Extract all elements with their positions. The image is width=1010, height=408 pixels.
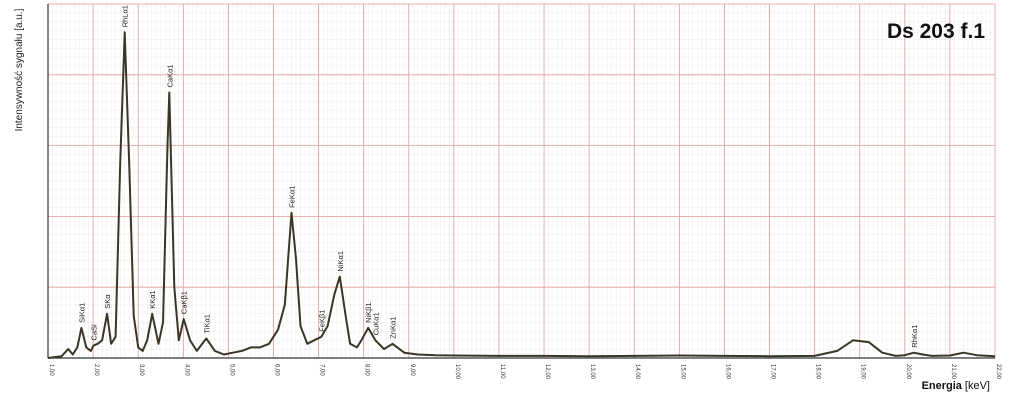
peak-label: CuKα1 bbox=[371, 312, 380, 335]
x-tick-label: 18,00 bbox=[815, 364, 821, 380]
x-tick-label: 8,00 bbox=[364, 364, 370, 376]
major-grid bbox=[47, 3, 996, 359]
x-axis-label: Energia [keV] bbox=[922, 380, 990, 392]
x-tick-label: 16,00 bbox=[724, 364, 730, 380]
peak-label: FeKα1 bbox=[288, 186, 297, 208]
x-tick-label: 1,00 bbox=[48, 364, 54, 376]
x-tick-label: 15,00 bbox=[679, 364, 685, 380]
peak-label: CaKβ1 bbox=[180, 291, 189, 314]
peak-label: CaSi bbox=[90, 324, 99, 341]
peak-label: ZnKα1 bbox=[389, 317, 398, 339]
peak-label: SiKα1 bbox=[77, 303, 86, 323]
y-axis-label: Intensywność sygnału [a.u.] bbox=[14, 8, 25, 131]
x-tick-label: 21,00 bbox=[950, 364, 956, 380]
x-tick-label: 9,00 bbox=[409, 364, 415, 376]
x-tick-label: 5,00 bbox=[228, 364, 234, 376]
peak-label: FeKβ1 bbox=[317, 310, 326, 332]
x-tick-label: 10,00 bbox=[454, 364, 460, 380]
peak-label: NiKβ1 bbox=[364, 302, 373, 323]
x-tick-label: 11,00 bbox=[499, 364, 505, 379]
x-tick-label: 4,00 bbox=[183, 364, 189, 376]
x-tick-label: 7,00 bbox=[319, 364, 325, 376]
series-layer bbox=[47, 31, 996, 359]
peak-label: RhLα1 bbox=[121, 5, 130, 27]
peak-label: NiKα1 bbox=[336, 251, 345, 272]
x-tick-label: 13,00 bbox=[589, 364, 595, 380]
x-axis-label-unit: [keV] bbox=[965, 380, 990, 392]
minor-grid bbox=[47, 3, 996, 359]
x-tick-label: 14,00 bbox=[634, 364, 640, 380]
x-tick-label: 12,00 bbox=[544, 364, 550, 380]
x-axis-label-name: Energia bbox=[922, 380, 963, 392]
peak-label: TiKα1 bbox=[202, 314, 211, 333]
x-tick-label: 17,00 bbox=[770, 364, 776, 380]
x-tick-label: 20,00 bbox=[905, 364, 911, 380]
x-tick-label: 19,00 bbox=[860, 364, 866, 380]
x-tick-labels: 1,00 2,00 3,00 4,00 5,00 6,00 7,00 8,00 9,00 10,0… bbox=[48, 364, 1001, 380]
spectrum-line bbox=[47, 31, 996, 359]
x-tick-label: 22,00 bbox=[995, 364, 1001, 380]
x-tick-label: 3,00 bbox=[138, 364, 144, 376]
peak-label: SKα bbox=[103, 294, 112, 309]
peak-label: CaKα1 bbox=[165, 64, 174, 87]
peak-label: RhKα1 bbox=[910, 325, 919, 348]
peak-label: KKα1 bbox=[148, 290, 157, 309]
chart-title: Ds 203 f.1 bbox=[887, 20, 985, 43]
axes bbox=[47, 4, 995, 359]
x-tick-label: 2,00 bbox=[93, 364, 99, 376]
peak-annotations: SiKα1 CaSi SKα RhLα1 KKα1 CaKα1 CaKβ1 TiKα1 FeKα… bbox=[77, 5, 918, 348]
x-tick-label: 6,00 bbox=[274, 364, 280, 376]
